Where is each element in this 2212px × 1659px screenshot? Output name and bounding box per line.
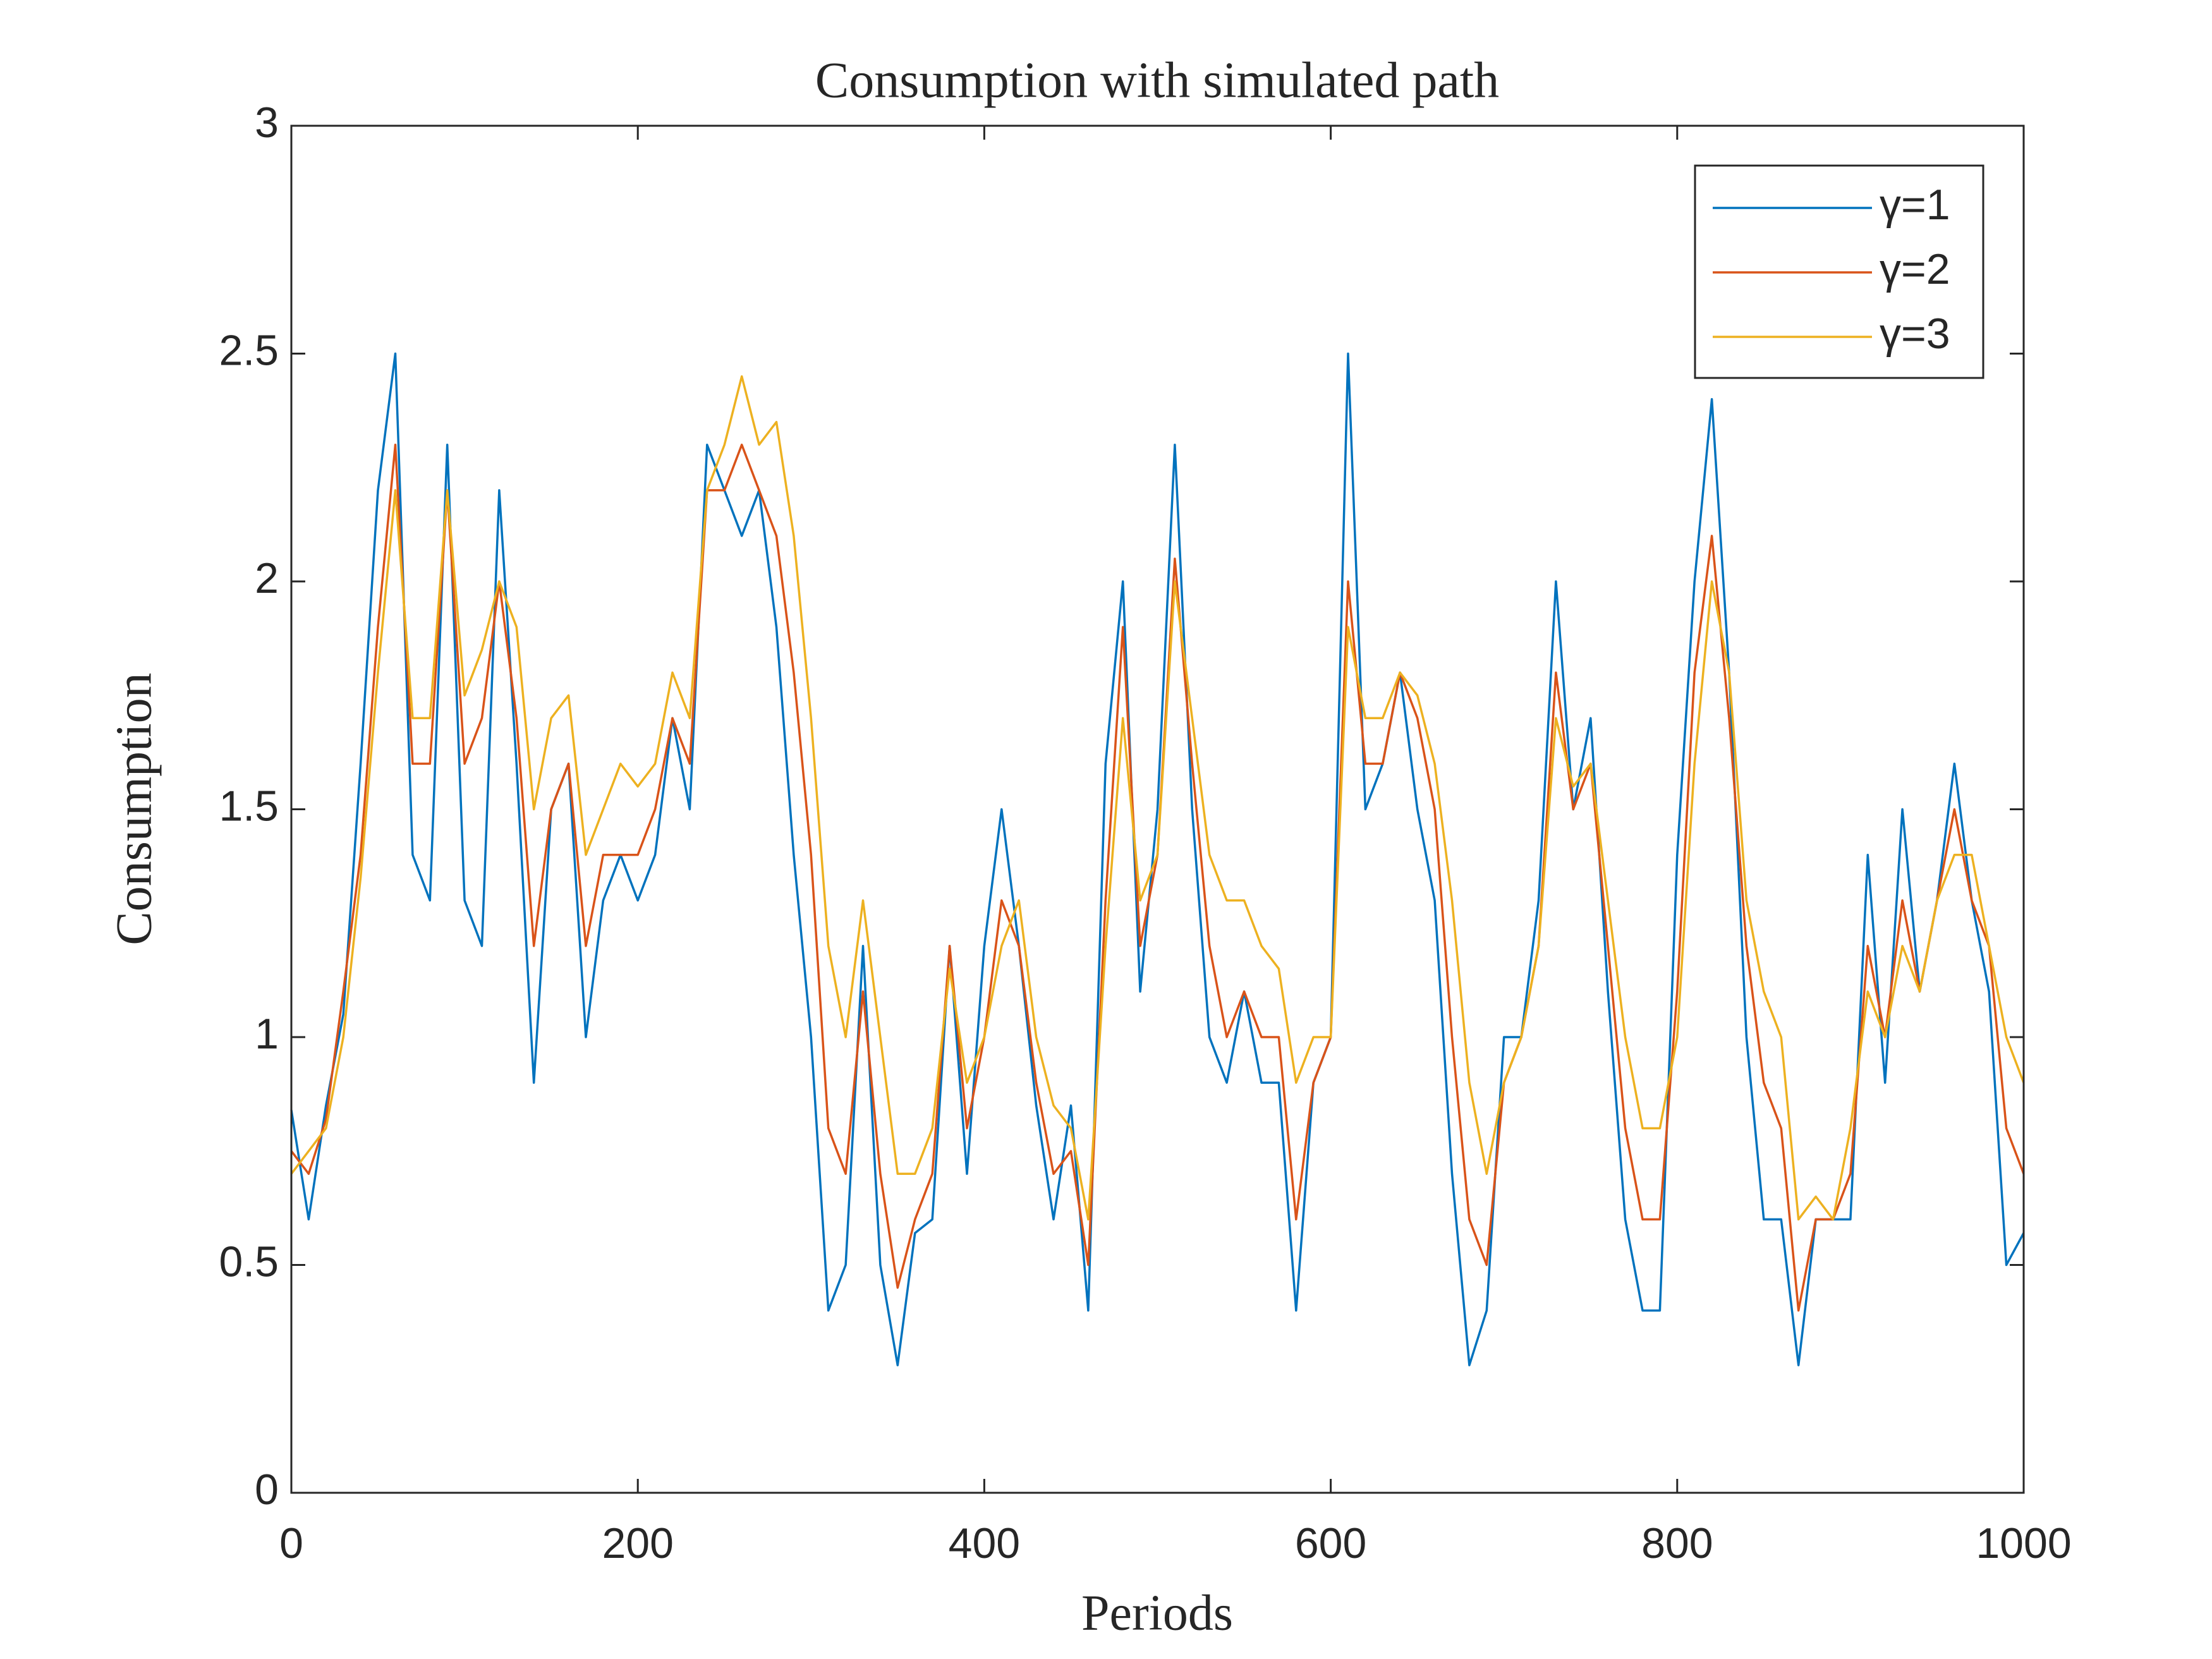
x-tick-label: 1000: [1976, 1519, 2071, 1567]
x-axis-label: Periods: [1081, 1585, 1233, 1641]
series-line: [290, 375, 2025, 1221]
y-tick-label: 0.5: [219, 1237, 279, 1285]
x-tick-label: 800: [1641, 1519, 1713, 1567]
y-axis-label: Consumption: [106, 672, 162, 945]
y-tick-label: 1.5: [219, 782, 279, 830]
x-tick-label: 600: [1295, 1519, 1366, 1567]
legend-label: γ=1: [1880, 181, 1950, 229]
legend-label: γ=3: [1880, 310, 1950, 358]
plot-frame: [290, 125, 2025, 1494]
y-tick-label: 3: [255, 99, 279, 147]
legend: γ=1 γ=2 γ=3: [1694, 164, 1984, 379]
x-tick-label: 400: [949, 1519, 1020, 1567]
y-tick-label: 0: [255, 1466, 279, 1514]
chart-title: Consumption with simulated path: [815, 52, 1499, 108]
legend-label: γ=2: [1880, 245, 1950, 293]
y-tick-label: 2.5: [219, 326, 279, 374]
x-tick-label: 0: [279, 1519, 303, 1567]
y-tick-label: 1: [255, 1010, 279, 1058]
x-tick-label: 200: [602, 1519, 673, 1567]
y-tick-label: 2: [255, 554, 279, 602]
